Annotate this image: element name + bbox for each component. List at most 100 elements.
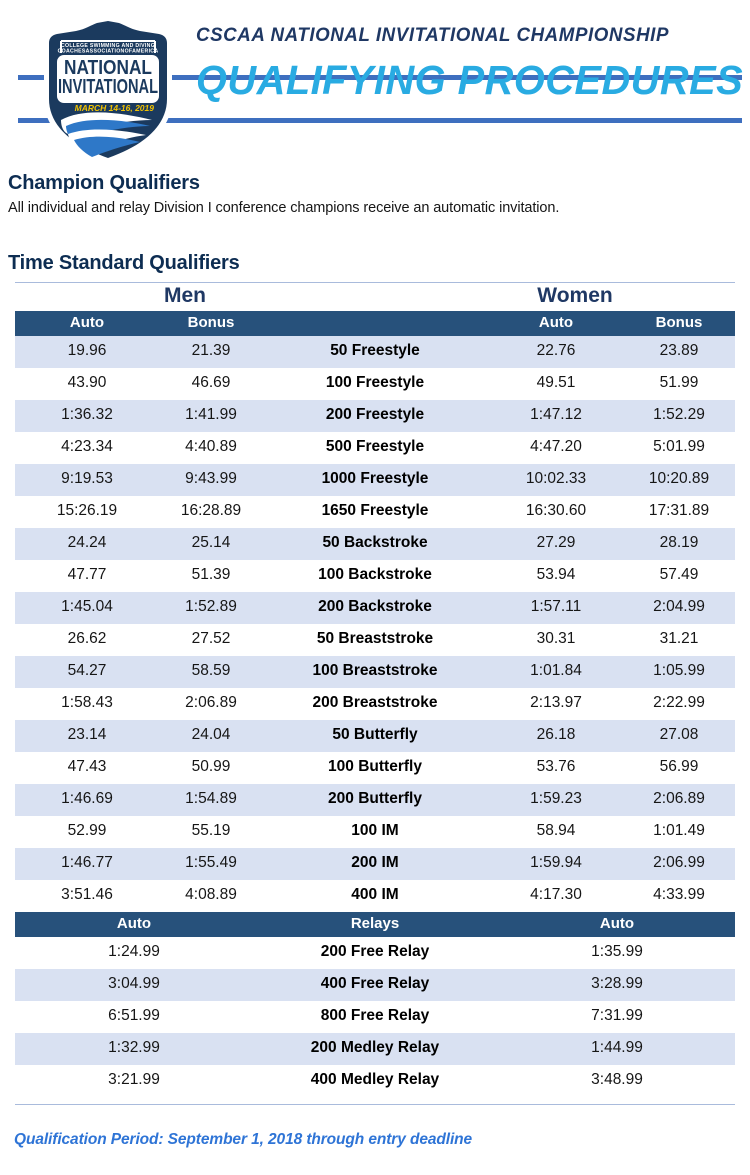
- cell-women-bonus: 2:22.99: [653, 694, 705, 711]
- cell-women-bonus: 17:31.89: [648, 502, 710, 519]
- cell-relay-women-auto: 1:35.99: [591, 943, 643, 960]
- cell-men-auto: 3:51.46: [61, 886, 113, 903]
- cell-men-bonus: 2:06.89: [185, 694, 237, 711]
- col-header-relays: Relays: [350, 915, 400, 932]
- cell-women-bonus: 2:06.89: [653, 790, 705, 807]
- cell-men-bonus: 1:41.99: [185, 406, 237, 423]
- table-row: 19.96 21.39 50 Freestyle 22.76 23.89: [15, 336, 735, 368]
- cell-women-auto: 1:01.84: [530, 662, 582, 679]
- cell-men-bonus: 1:54.89: [185, 790, 237, 807]
- cell-women-bonus: 1:05.99: [653, 662, 705, 679]
- relay-table-row: 1:32.99 200 Medley Relay 1:44.99: [15, 1033, 735, 1065]
- cell-women-bonus: 1:01.49: [653, 822, 705, 839]
- champion-qualifiers-heading: Champion Qualifiers: [8, 172, 200, 194]
- cell-men-auto: 1:45.04: [61, 598, 113, 615]
- cell-event-name: 500 Freestyle: [325, 438, 425, 455]
- cell-men-auto: 1:46.69: [61, 790, 113, 807]
- cell-men-bonus: 21.39: [191, 342, 231, 359]
- cell-relay-men-auto: 1:32.99: [108, 1039, 160, 1056]
- logo-name-line2: INVITATIONAL: [58, 76, 158, 98]
- cell-men-auto: 9:19.53: [61, 470, 113, 487]
- cell-women-auto: 1:47.12: [530, 406, 582, 423]
- relay-table-row: 1:24.99 200 Free Relay 1:35.99: [15, 937, 735, 969]
- cell-men-auto: 1:46.77: [61, 854, 113, 871]
- cell-event-name: 50 Backstroke: [322, 534, 428, 551]
- cell-women-bonus: 2:04.99: [653, 598, 705, 615]
- cell-event-name: 200 Breaststroke: [312, 694, 438, 711]
- cell-men-bonus: 9:43.99: [185, 470, 237, 487]
- cell-relay-event-name: 400 Free Relay: [320, 975, 430, 992]
- table-row: 23.14 24.04 50 Butterfly 26.18 27.08: [15, 720, 735, 752]
- cell-event-name: 50 Freestyle: [330, 342, 420, 359]
- relay-table-row: 6:51.99 800 Free Relay 7:31.99: [15, 1001, 735, 1033]
- cell-men-auto: 26.62: [67, 630, 107, 647]
- cell-event-name: 50 Butterfly: [332, 726, 418, 743]
- cell-women-bonus: 23.89: [659, 342, 699, 359]
- cell-event-name: 200 Butterfly: [328, 790, 422, 807]
- cell-men-auto: 4:23.34: [61, 438, 113, 455]
- logo-name-line1: NATIONAL: [64, 57, 152, 79]
- gender-header-row: Men Women: [15, 283, 735, 311]
- table-row: 1:36.32 1:41.99 200 Freestyle 1:47.12 1:52.2…: [15, 400, 735, 432]
- cell-relay-men-auto: 6:51.99: [108, 1007, 160, 1024]
- cell-women-auto: 49.51: [536, 374, 576, 391]
- cell-relay-event-name: 400 Medley Relay: [310, 1071, 440, 1088]
- table-row: 52.99 55.19 100 IM 58.94 1:01.49: [15, 816, 735, 848]
- cell-women-bonus: 5:01.99: [653, 438, 705, 455]
- relay-column-header-bar: Auto Relays Auto: [15, 912, 735, 937]
- cell-women-bonus: 57.49: [659, 566, 699, 583]
- col-header-women-bonus: Bonus: [655, 314, 703, 331]
- time-standard-qualifiers-section: Time Standard Qualifiers: [8, 252, 240, 275]
- logo-assoc-line1: COLLEGE SWIMMING AND DIVING: [61, 43, 155, 49]
- cell-women-auto: 2:13.97: [530, 694, 582, 711]
- cell-women-bonus: 27.08: [659, 726, 699, 743]
- cell-men-auto: 1:58.43: [61, 694, 113, 711]
- cell-women-auto: 53.76: [536, 758, 576, 775]
- cell-men-auto: 54.27: [67, 662, 107, 679]
- cell-men-auto: 24.24: [67, 534, 107, 551]
- table-row: 24.24 25.14 50 Backstroke 27.29 28.19: [15, 528, 735, 560]
- page-header: COLLEGE SWIMMING AND DIVING COACHESASSOC…: [0, 0, 750, 165]
- cell-women-auto: 22.76: [536, 342, 576, 359]
- champion-qualifiers-description: All individual and relay Division I conf…: [8, 200, 560, 216]
- table-row: 47.43 50.99 100 Butterfly 53.76 56.99: [15, 752, 735, 784]
- table-row: 1:46.77 1:55.49 200 IM 1:59.94 2:06.99: [15, 848, 735, 880]
- header-rule-bottom: [18, 118, 742, 123]
- cell-women-auto: 30.31: [536, 630, 576, 647]
- cell-men-auto: 47.43: [67, 758, 107, 775]
- table-row: 1:58.43 2:06.89 200 Breaststroke 2:13.97 2:2…: [15, 688, 735, 720]
- champion-qualifiers-section: Champion Qualifiers All individual and r…: [8, 172, 559, 216]
- header-rule-top: [18, 75, 742, 80]
- cell-men-bonus: 46.69: [191, 374, 231, 391]
- cell-women-auto: 4:47.20: [530, 438, 582, 455]
- cell-event-name: 100 IM: [351, 822, 399, 839]
- table-row: 15:26.19 16:28.89 1650 Freestyle 16:30.60 17…: [15, 496, 735, 528]
- cell-men-auto: 47.77: [67, 566, 107, 583]
- cell-women-auto: 27.29: [536, 534, 576, 551]
- cell-event-name: 400 IM: [351, 886, 399, 903]
- cell-men-auto: 15:26.19: [56, 502, 118, 519]
- cell-women-bonus: 4:33.99: [653, 886, 705, 903]
- cell-men-bonus: 4:40.89: [185, 438, 237, 455]
- cell-women-auto: 26.18: [536, 726, 576, 743]
- event-rows-body: 19.96 21.39 50 Freestyle 22.76 23.89 43.90 46.…: [15, 336, 735, 912]
- table-row: 43.90 46.69 100 Freestyle 49.51 51.99: [15, 368, 735, 400]
- col-header-men-auto: Auto: [69, 314, 105, 331]
- cell-women-bonus: 51.99: [659, 374, 699, 391]
- cell-event-name: 1650 Freestyle: [321, 502, 429, 519]
- cell-men-bonus: 50.99: [191, 758, 231, 775]
- table-row: 4:23.34 4:40.89 500 Freestyle 4:47.20 5:01.9…: [15, 432, 735, 464]
- cell-women-auto: 16:30.60: [525, 502, 587, 519]
- relay-table-row: 3:04.99 400 Free Relay 3:28.99: [15, 969, 735, 1001]
- table-row: 47.77 51.39 100 Backstroke 53.94 57.49: [15, 560, 735, 592]
- col-header-relay-men-auto: Auto: [116, 915, 152, 932]
- cell-event-name: 200 Backstroke: [318, 598, 432, 615]
- cell-relay-women-auto: 3:48.99: [591, 1071, 643, 1088]
- cell-men-bonus: 1:52.89: [185, 598, 237, 615]
- cell-women-bonus: 10:20.89: [648, 470, 710, 487]
- cell-women-auto: 1:57.11: [530, 598, 582, 615]
- cell-event-name: 100 Butterfly: [328, 758, 422, 775]
- qualifying-times-table: Men Women Auto Bonus Auto Bonus 19.96 21.…: [15, 282, 735, 1097]
- cell-relay-men-auto: 1:24.99: [108, 943, 160, 960]
- cell-relay-event-name: 200 Free Relay: [320, 943, 430, 960]
